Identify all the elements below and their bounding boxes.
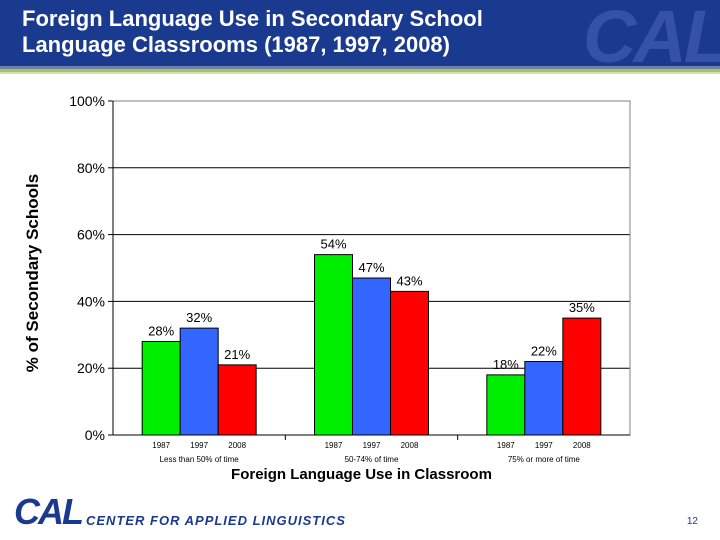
y-tick-label: 100%: [69, 93, 105, 109]
bar: [524, 361, 564, 436]
bar-value-label: 32%: [186, 310, 212, 325]
x-year-label: 2008: [573, 441, 591, 450]
bar: [141, 340, 181, 436]
bar-chart: 0% 20% 40% 60% 80% 100% 28% 1987 32% 1997 21% 2008 L…: [23, 93, 631, 483]
header-stripe-green: [0, 69, 720, 72]
footer-org-name: CENTER FOR APPLIED LINGUISTICS: [86, 513, 346, 528]
bar: [352, 277, 391, 436]
bar-value-label: 18%: [493, 357, 519, 372]
x-axis-title: Foreign Language Use in Classroom: [231, 466, 492, 483]
x-year-label: 1997: [535, 441, 553, 450]
page-number: 12: [686, 516, 698, 527]
title-line-1: Foreign Language Use in Secondary School: [22, 6, 483, 31]
y-tick-label: 20%: [77, 360, 105, 376]
y-tick-label: 80%: [77, 160, 105, 176]
slide-title: Foreign Language Use in Secondary School…: [22, 6, 582, 58]
x-category-label: 75% or more of time: [508, 455, 581, 464]
footer-logo: CAL CENTER FOR APPLIED LINGUISTICS: [14, 491, 414, 532]
x-category-label: Less than 50% of time: [160, 455, 240, 464]
bar-value-label: 47%: [358, 260, 384, 275]
x-year-label: 2008: [228, 441, 246, 450]
x-year-label: 2008: [401, 441, 419, 450]
footer-cal-logo: CAL: [14, 491, 84, 532]
slide-header: CAL Foreign Language Use in Secondary Sc…: [0, 0, 720, 66]
bar-value-label: 22%: [531, 344, 557, 359]
x-year-label: 1987: [325, 441, 343, 450]
bar-value-label: 21%: [224, 347, 250, 362]
bar: [217, 364, 257, 436]
bar: [486, 374, 526, 436]
bar: [179, 327, 219, 436]
header-stripe-light: [0, 72, 720, 74]
x-year-label: 1997: [363, 441, 381, 450]
bar-value-label: 35%: [569, 300, 595, 315]
y-tick-label: 60%: [77, 227, 105, 243]
x-category-label: 50-74% of time: [345, 455, 399, 464]
y-tick-label: 0%: [85, 427, 105, 443]
bar-value-label: 54%: [320, 237, 346, 252]
title-line-2: Language Classrooms (1987, 1997, 2008): [22, 32, 450, 57]
x-year-label: 1987: [497, 441, 515, 450]
cal-watermark-logo: CAL: [582, 0, 720, 66]
bar-value-label: 28%: [148, 323, 174, 338]
bar: [562, 317, 602, 436]
bar: [314, 254, 353, 436]
bar: [390, 290, 429, 436]
bar-value-label: 43%: [396, 273, 422, 288]
y-tick-label: 40%: [77, 293, 105, 309]
y-axis-title: % of Secondary Schools: [23, 174, 42, 372]
x-year-label: 1987: [152, 441, 170, 450]
header-stripe-blue: [0, 66, 720, 69]
x-year-label: 1997: [190, 441, 208, 450]
